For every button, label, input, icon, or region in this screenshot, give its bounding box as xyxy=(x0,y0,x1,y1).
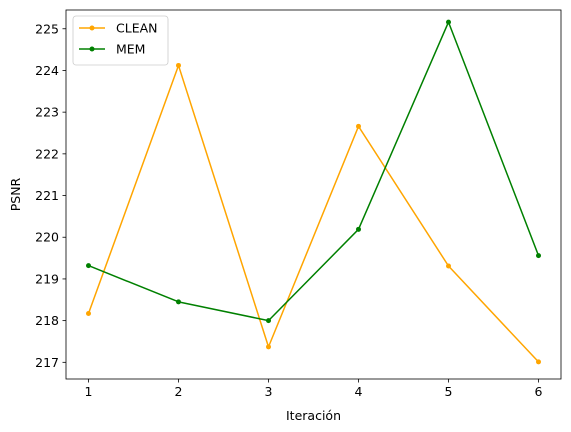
y-tick-label: 217 xyxy=(35,355,59,370)
x-tick-label: 6 xyxy=(535,384,543,399)
x-axis-label: Iteración xyxy=(286,408,341,423)
y-tick-label: 219 xyxy=(35,271,59,286)
y-tick-label: 220 xyxy=(35,230,59,245)
y-tick-label: 224 xyxy=(35,63,59,78)
data-point-clean xyxy=(536,359,541,365)
data-point-clean xyxy=(356,123,361,129)
y-ticks: 217 218 219 220 221 222 223 224 225 xyxy=(35,21,66,370)
legend: CLEAN MEM xyxy=(72,15,169,66)
y-tick-label: 222 xyxy=(35,146,59,161)
data-point-mem xyxy=(536,253,541,259)
data-point-mem xyxy=(176,299,181,305)
x-tick-label: 2 xyxy=(175,384,183,399)
y-tick-label: 221 xyxy=(35,188,59,203)
legend-marker-clean xyxy=(89,25,95,31)
data-point-mem xyxy=(266,318,271,324)
series-line-clean xyxy=(87,64,540,363)
plot-frame xyxy=(65,9,562,380)
x-tick-label: 5 xyxy=(445,384,453,399)
x-tick-label: 1 xyxy=(85,384,93,399)
plot-area xyxy=(66,10,561,379)
data-point-mem xyxy=(86,263,91,269)
series-line-mem xyxy=(88,21,540,322)
y-axis-label: PSNR xyxy=(8,177,23,211)
x-ticks: 1 2 3 4 5 6 xyxy=(85,379,543,399)
data-point-clean xyxy=(266,344,271,350)
legend-label-mem: MEM xyxy=(116,42,145,57)
y-tick-label: 218 xyxy=(35,313,59,328)
series-layer xyxy=(86,19,541,365)
legend-label-clean: CLEAN xyxy=(116,21,158,36)
y-tick-label: 225 xyxy=(35,21,59,36)
x-tick-label: 3 xyxy=(265,384,273,399)
data-point-clean xyxy=(86,311,91,317)
data-point-mem xyxy=(356,226,361,232)
data-point-mem xyxy=(446,19,451,25)
data-point-clean xyxy=(176,62,181,68)
x-tick-label: 4 xyxy=(355,384,363,399)
data-point-clean xyxy=(446,263,451,269)
y-tick-label: 223 xyxy=(35,105,59,120)
legend-marker-mem xyxy=(89,46,95,52)
